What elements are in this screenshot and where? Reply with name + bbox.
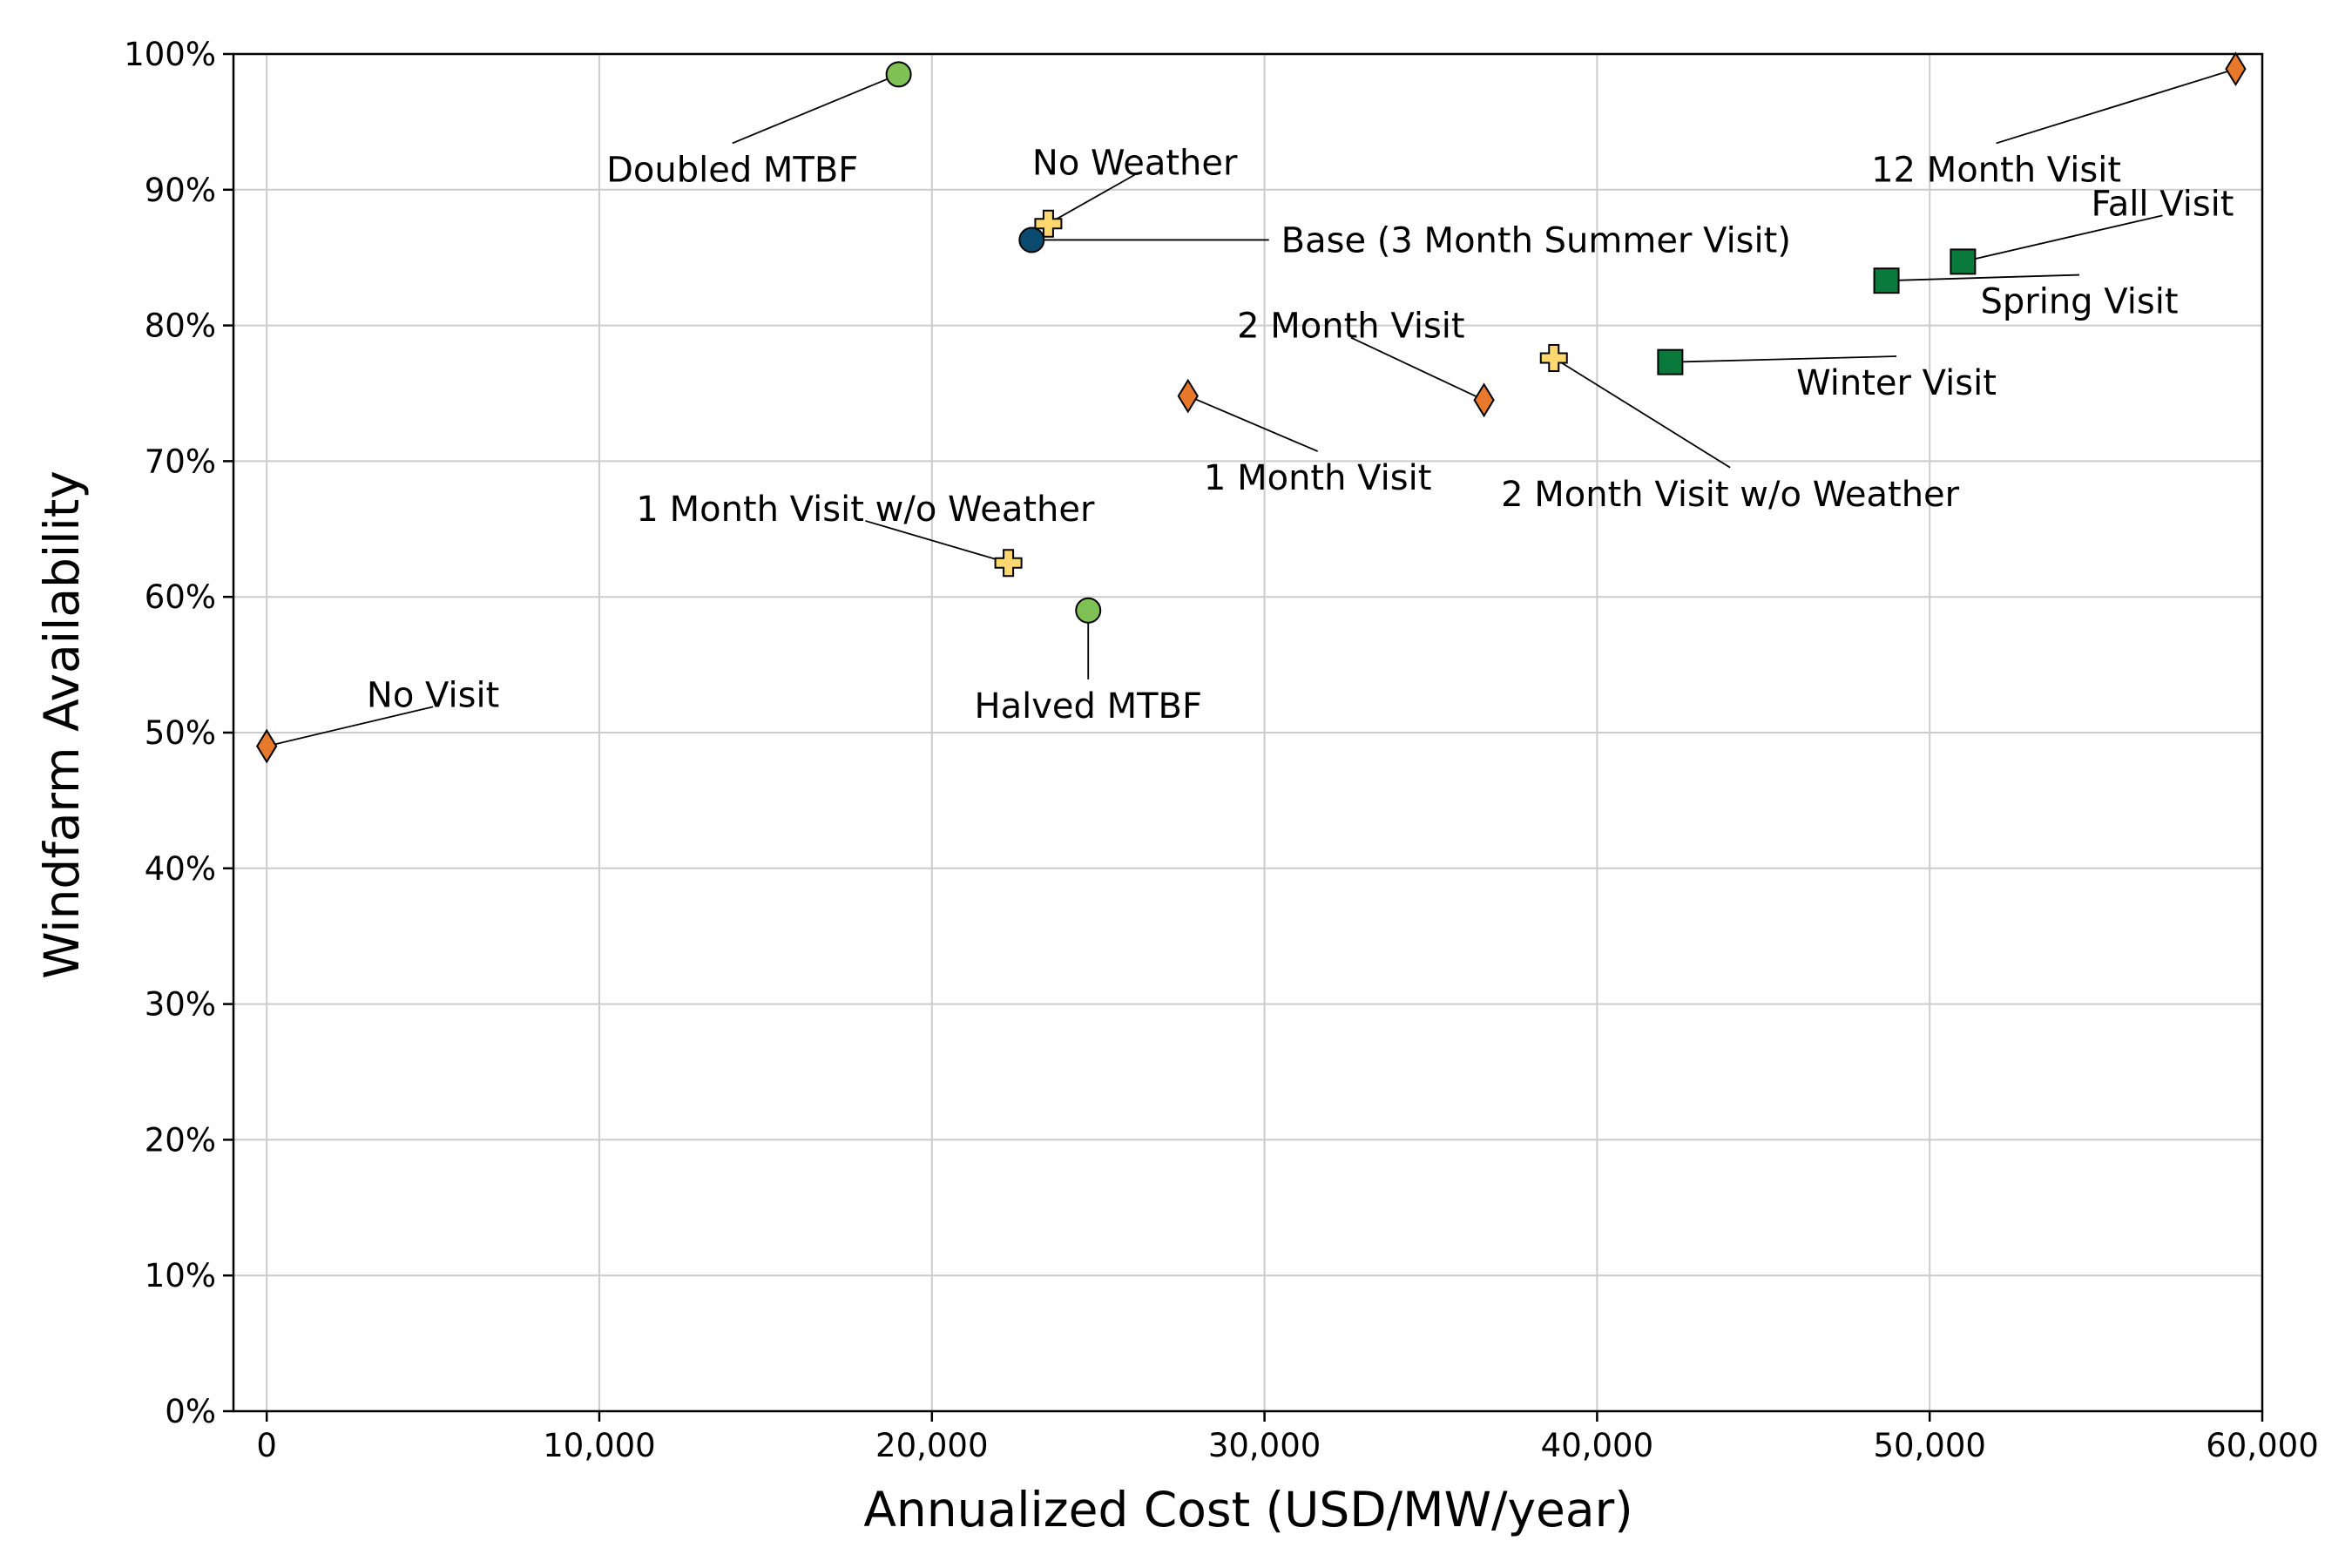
y-tick-label: 60% <box>145 578 216 616</box>
y-tick-label: 100% <box>124 36 216 73</box>
annotation-arrow <box>865 520 1009 564</box>
point-label: Halved MTBF <box>974 686 1201 727</box>
data-point <box>1018 226 1045 253</box>
y-tick-label: 20% <box>145 1121 216 1159</box>
data-point <box>1177 378 1199 414</box>
point-label: No Visit <box>367 675 499 715</box>
point-label: 2 Month Visit <box>1237 307 1464 347</box>
y-axis-label: Windfarm Availability <box>34 470 90 979</box>
data-point <box>2225 51 2247 87</box>
x-tick-label: 10,000 <box>543 1427 655 1464</box>
x-tick-label: 50,000 <box>1873 1427 1985 1464</box>
data-point <box>256 728 278 764</box>
annotation-arrow <box>1963 214 2163 263</box>
data-point <box>885 61 912 88</box>
annotation-arrow <box>266 706 434 747</box>
point-label: Winter Visit <box>1796 363 1997 403</box>
x-tick-label: 40,000 <box>1541 1427 1653 1464</box>
annotation-arrow <box>1553 357 1731 469</box>
data-point <box>1873 267 1900 294</box>
x-tick-label: 0 <box>256 1427 277 1464</box>
point-label: Doubled MTBF <box>606 150 858 190</box>
y-tick-label: 80% <box>145 308 216 345</box>
annotation-arrow <box>1996 68 2236 145</box>
y-tick-label: 50% <box>145 714 216 752</box>
y-tick-label: 0% <box>165 1393 216 1430</box>
point-label: 1 Month Visit <box>1204 458 1431 498</box>
axis-ticks: 0 10,000 20,000 30,000 40,000 50,000 60,000 0% 1… <box>124 36 2319 1464</box>
annotation-labels: Base (3 Month Summer Visit) No Weather Dou… <box>367 144 2234 727</box>
annotation-arrow <box>1670 355 1897 363</box>
data-point <box>1539 343 1568 372</box>
y-tick-label: 90% <box>145 172 216 209</box>
x-tick-label: 60,000 <box>2206 1427 2318 1464</box>
point-label: 12 Month Visit <box>1871 150 2121 190</box>
y-tick-label: 30% <box>145 986 216 1024</box>
y-tick-label: 70% <box>145 443 216 480</box>
data-point <box>1473 382 1495 418</box>
y-tick-label: 10% <box>145 1257 216 1294</box>
data-point <box>1950 248 1977 275</box>
point-label: Spring Visit <box>1980 282 2178 322</box>
point-label: 1 Month Visit w/o Weather <box>636 490 1095 530</box>
point-label: Fall Visit <box>2091 184 2234 224</box>
data-point <box>994 549 1023 578</box>
x-axis-label: Annualized Cost (USD/MW/year) <box>863 1482 1632 1538</box>
data-point <box>1075 597 1102 624</box>
annotation-arrow <box>1350 336 1484 402</box>
annotation-arrow <box>1886 274 2080 282</box>
annotation-arrow <box>1187 395 1319 452</box>
annotation-arrow <box>1047 173 1136 225</box>
data-point <box>1034 209 1063 238</box>
x-tick-label: 30,000 <box>1208 1427 1321 1464</box>
point-label: Base (3 Month Summer Visit) <box>1281 220 1791 260</box>
data-points <box>256 51 2247 764</box>
data-point <box>1657 348 1684 375</box>
point-label: 2 Month Visit w/o Weather <box>1501 475 1960 515</box>
y-tick-label: 40% <box>145 850 216 888</box>
point-label: No Weather <box>1032 144 1238 184</box>
annotation-arrow <box>732 73 899 145</box>
x-tick-label: 20,000 <box>875 1427 988 1464</box>
